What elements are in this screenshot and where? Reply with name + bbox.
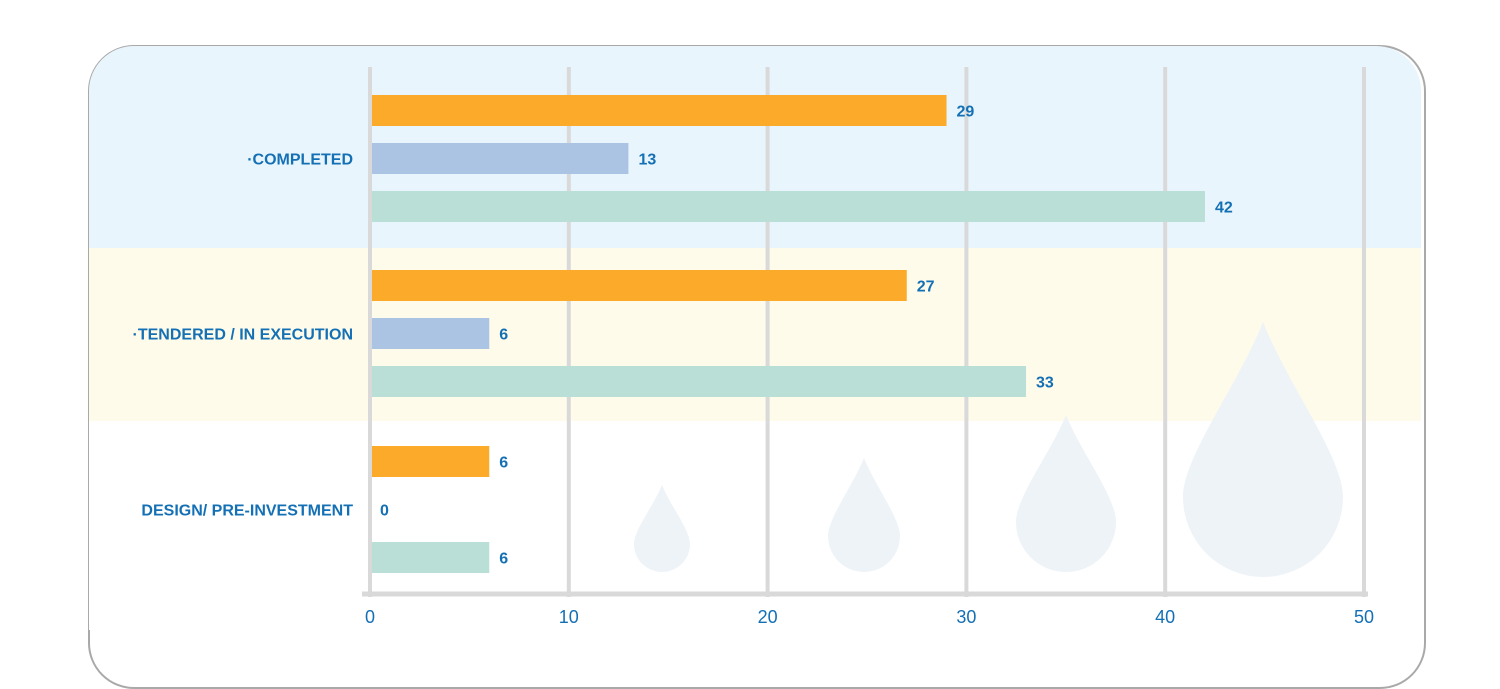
x-tick-label: 30 — [956, 607, 976, 627]
category-label: DESIGN/ PRE-INVESTMENT — [141, 503, 353, 520]
bar-chart: 0 10 20 30 40 50 ·COMPLETED 29 13 42 ·TENDERED / I… — [89, 46, 1421, 627]
water-drop-icon — [634, 485, 690, 572]
data-label: 29 — [957, 104, 975, 121]
bar — [372, 542, 490, 573]
x-tick-label: 0 — [365, 607, 375, 627]
bar — [372, 318, 490, 349]
water-drop-icon — [1183, 322, 1343, 577]
water-drop-icon — [828, 458, 900, 572]
category-label: ·TENDERED / IN EXECUTION — [133, 327, 353, 344]
x-tick-label: 50 — [1354, 607, 1374, 627]
data-label: 0 — [380, 503, 389, 520]
data-label: 6 — [499, 551, 508, 568]
water-drop-icon — [1016, 415, 1116, 572]
bar — [372, 446, 490, 477]
data-label: 13 — [638, 152, 656, 169]
data-label: 33 — [1036, 375, 1054, 392]
bar — [372, 143, 629, 174]
bar — [372, 366, 1027, 397]
x-tick-label: 10 — [559, 607, 579, 627]
bar — [372, 95, 947, 126]
bar — [372, 191, 1205, 222]
x-tick-label: 40 — [1155, 607, 1175, 627]
bar — [372, 270, 907, 301]
x-tick-label: 20 — [758, 607, 778, 627]
data-label: 6 — [499, 327, 508, 344]
data-label: 6 — [499, 455, 508, 472]
data-label: 42 — [1215, 200, 1233, 217]
data-label: 27 — [917, 279, 935, 296]
category-label: ·COMPLETED — [247, 152, 353, 169]
